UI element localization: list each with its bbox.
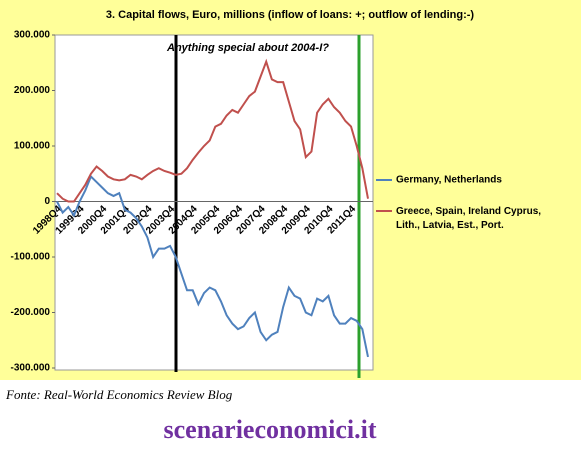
series-line [56,58,369,203]
legend-label: Germany, Netherlands [396,175,502,186]
plot-area [54,34,374,371]
legend-label: Greece, Spain, Ireland Cyprus, Lith., Lat… [396,206,541,231]
y-tick-label: -300.000 [11,363,51,374]
y-tick-label: 0 [44,196,50,207]
annotation: Anything special about 2004-I? [166,42,329,54]
y-tick-label: 300.000 [14,30,51,41]
series-line [56,174,369,358]
source: Fonte: Real-World Economics Review Blog [5,387,233,402]
chart-title: 3. Capital flows, Euro, millions (inflow… [106,9,475,21]
y-tick-label: 200.000 [14,85,51,96]
y-tick-label: -100.000 [11,252,51,263]
watermark: scenarieconomici.it [164,415,377,444]
y-tick-label: -200.000 [11,307,51,318]
y-tick-label: 100.000 [14,141,51,152]
